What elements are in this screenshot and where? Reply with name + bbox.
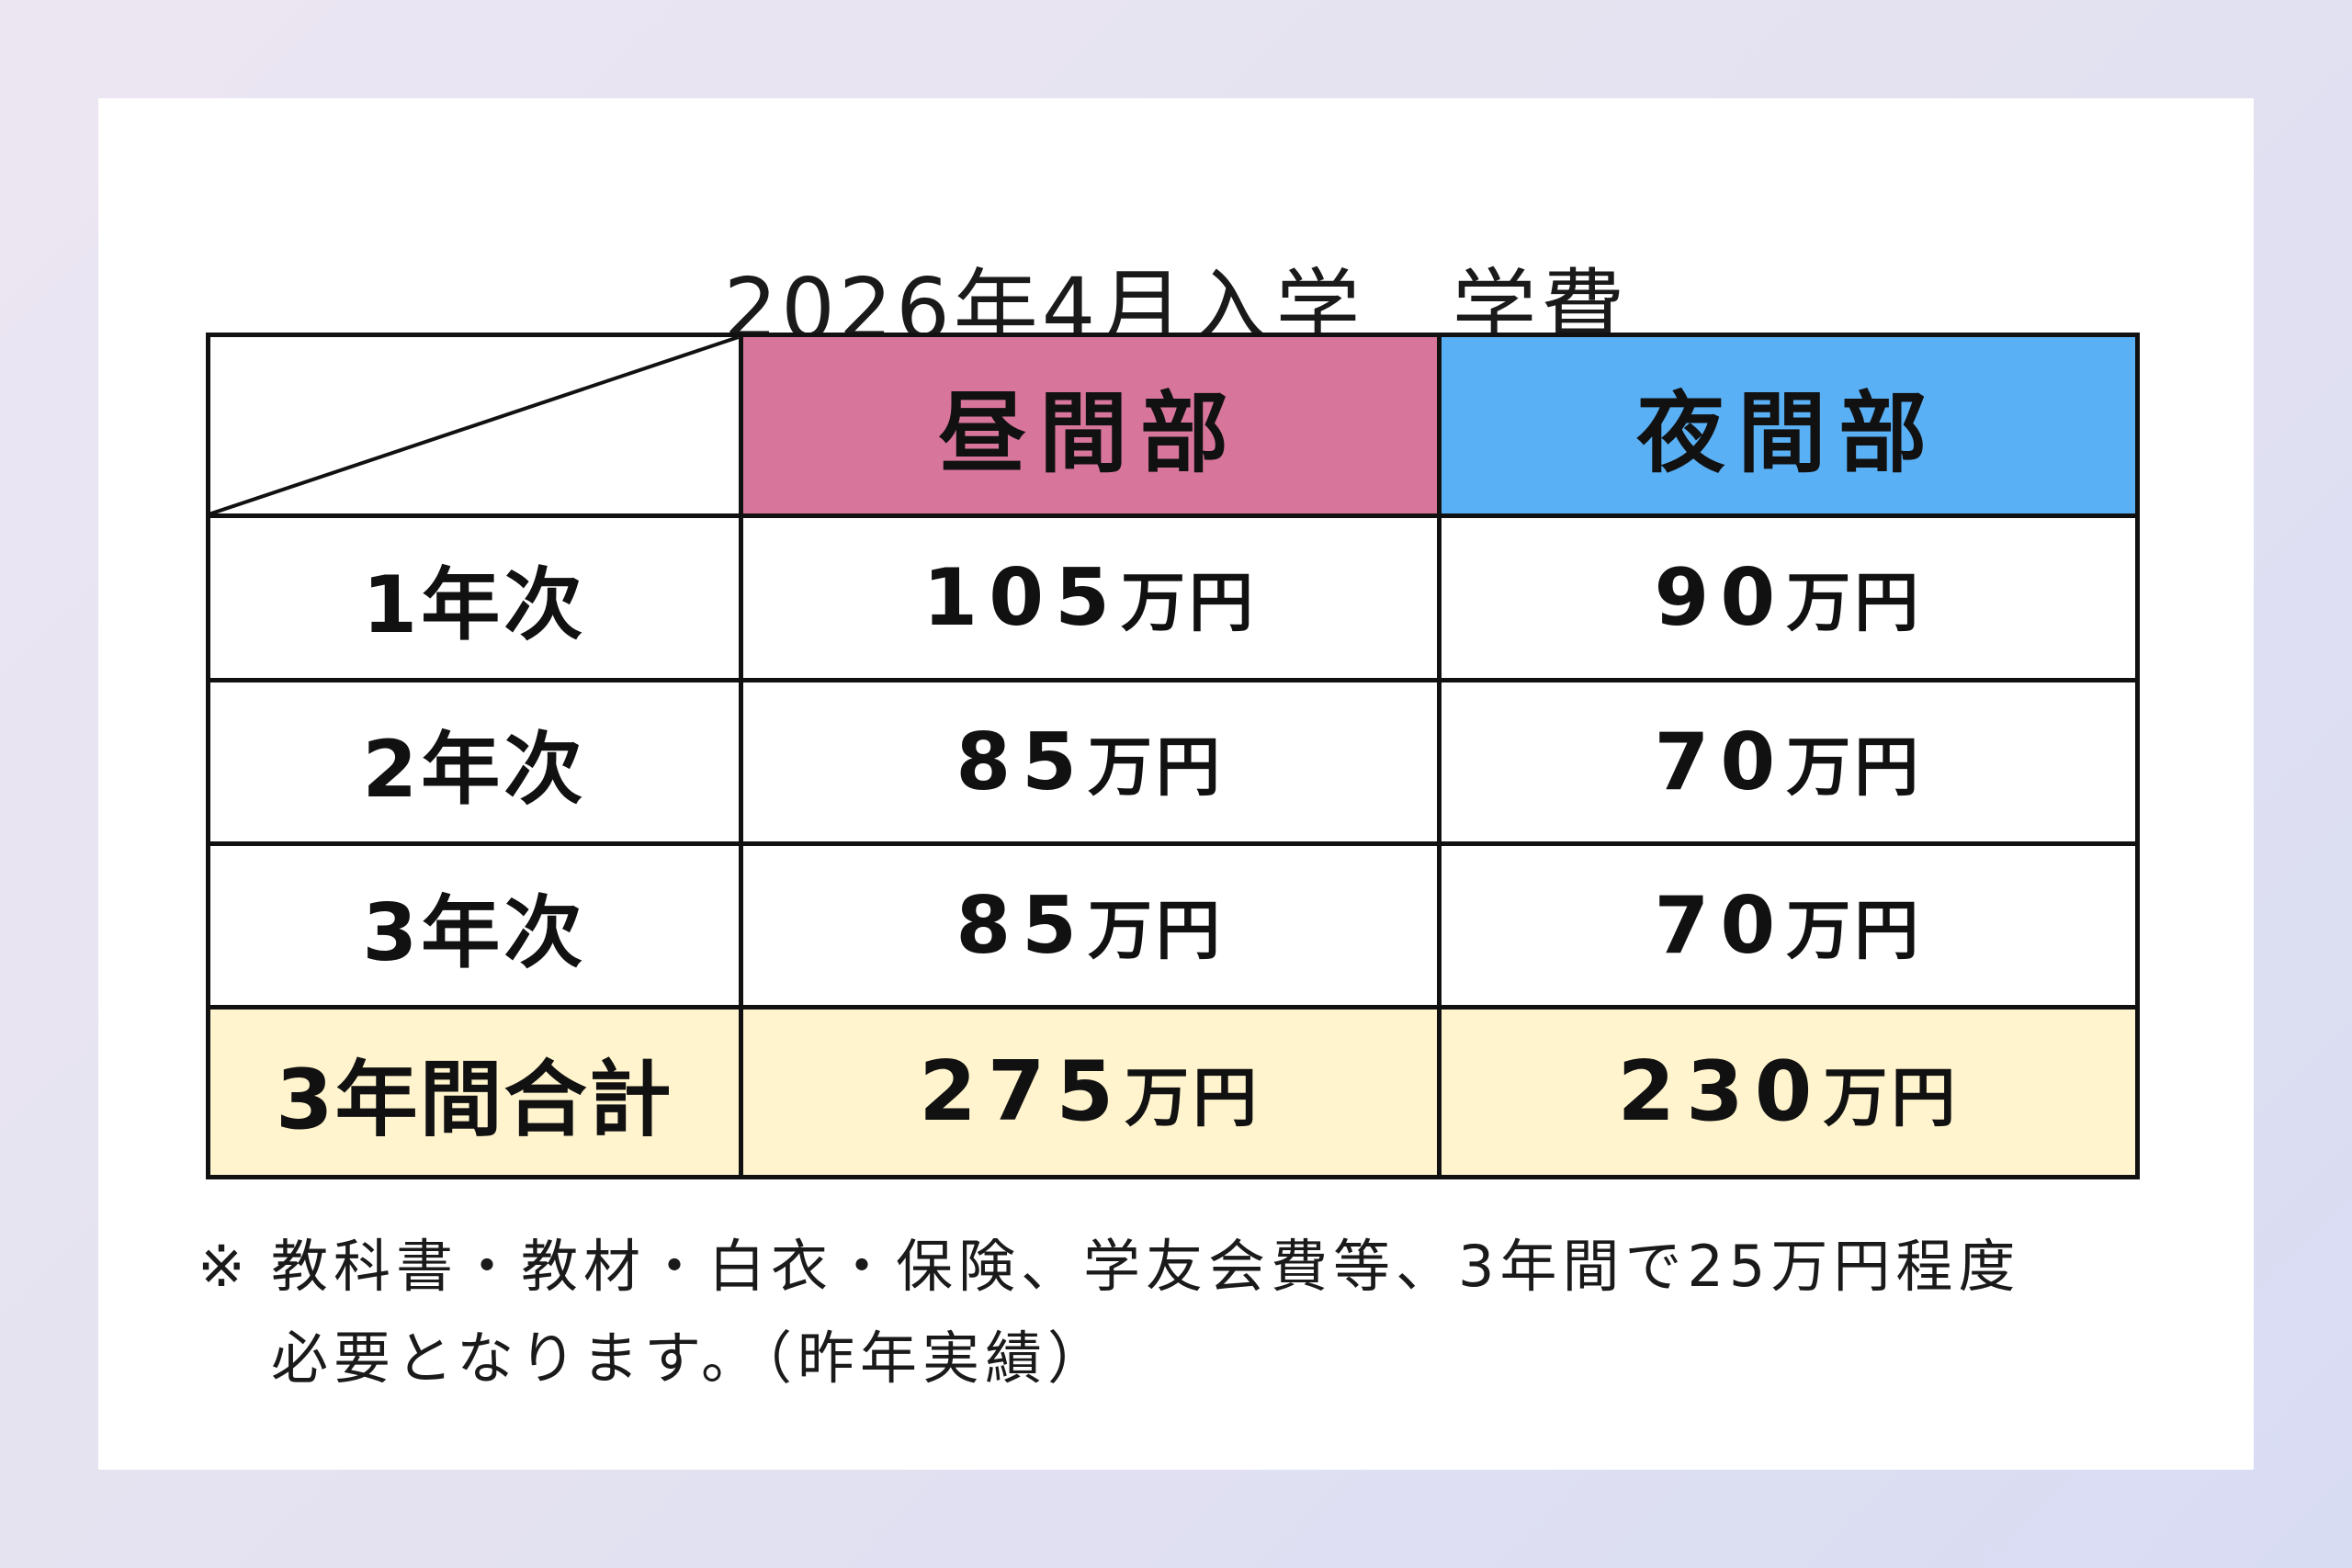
amount: 70: [1654, 879, 1787, 972]
header-night-division: 夜間部: [1436, 332, 2141, 519]
fee-table: 昼間部 夜間部 1年次 105万円 90万円 2年次 85万円 70万円 3年次…: [206, 332, 2141, 1180]
table-header-row: 昼間部 夜間部: [206, 332, 2141, 519]
header-day-division: 昼間部: [738, 332, 1442, 519]
day-fee-year2: 85万円: [738, 677, 1442, 846]
unit: 万円: [1786, 565, 1923, 641]
amount: 85: [956, 879, 1089, 972]
amount: 105: [922, 552, 1121, 645]
unit: 万円: [1823, 1060, 1960, 1136]
day-fee-year3: 85万円: [738, 840, 1442, 1010]
diagonal-line: [210, 337, 739, 513]
night-fee-year2: 70万円: [1436, 677, 2141, 846]
table-row: 3年次 85万円 70万円: [206, 840, 2141, 1010]
total-row: 3年間合計 275万円 230万円: [206, 1004, 2141, 1180]
amount: 230: [1617, 1043, 1824, 1141]
row-label-year1: 1年次: [206, 513, 743, 682]
table-row: 1年次 105万円 90万円: [206, 513, 2141, 682]
footnote-text-1: 教科書・教材・白衣・保険、学友会費等、3年間で25万円程度: [271, 1233, 2021, 1300]
footnote-line-1: ※ 教科書・教材・白衣・保険、学友会費等、3年間で25万円程度: [198, 1221, 2020, 1313]
night-fee-year3: 70万円: [1436, 840, 2141, 1010]
amount: 90: [1654, 552, 1787, 645]
day-fee-total: 275万円: [738, 1004, 1442, 1180]
amount: 70: [1654, 716, 1787, 808]
amount: 275: [919, 1043, 1125, 1141]
night-fee-total: 230万円: [1436, 1004, 2141, 1180]
row-label-year3: 3年次: [206, 840, 743, 1010]
table-row: 2年次 85万円 70万円: [206, 677, 2141, 846]
unit: 万円: [1786, 892, 1923, 968]
corner-cell: [206, 332, 743, 519]
total-label: 3年間合計: [206, 1004, 743, 1180]
unit: 万円: [1125, 1060, 1261, 1136]
row-label-year2: 2年次: [206, 677, 743, 846]
footnote-line-2: 必要となります。（昨年実績）: [271, 1325, 1110, 1392]
amount: 85: [956, 716, 1089, 808]
unit: 万円: [1786, 728, 1923, 805]
night-fee-year1: 90万円: [1436, 513, 2141, 682]
day-fee-year1: 105万円: [738, 513, 1442, 682]
reference-mark: ※: [198, 1233, 251, 1300]
fee-card: 2026年4月入学 学費 昼間部 夜間部 1年次 105万円 90万円 2年次 …: [98, 98, 2254, 1470]
unit: 万円: [1088, 728, 1225, 805]
footnote: ※ 教科書・教材・白衣・保険、学友会費等、3年間で25万円程度 必要となります。（…: [198, 1221, 2020, 1404]
unit: 万円: [1088, 892, 1225, 968]
unit: 万円: [1120, 565, 1257, 641]
